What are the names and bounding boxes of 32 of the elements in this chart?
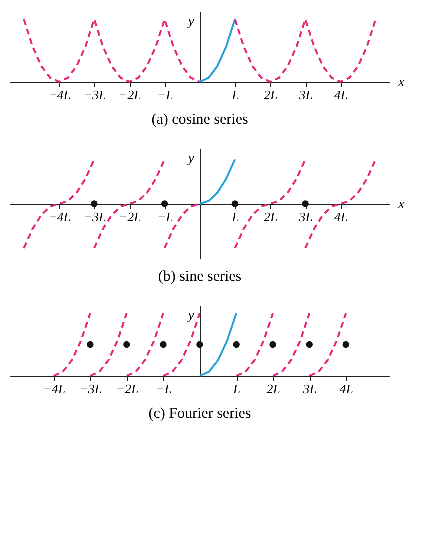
x-tick-label: −4L [48,210,72,224]
y-axis-title: y [186,152,196,166]
x-axis-title: x [398,198,406,212]
text: (b) sine series [158,269,242,285]
x-tick-label: −2L [118,210,142,224]
x-tick-label: −3L [84,210,106,224]
text: (a) cosine series [152,112,248,128]
x-tick-label: 2L [264,88,278,102]
x-tick-label: 4L [334,210,348,224]
x-tick-label: −3L [84,88,106,102]
y-axis-title: y [186,308,196,324]
text: (c) Fourier series [148,406,252,422]
x-tick-label: −3L [80,382,102,396]
x-tick-label: −4L [48,88,72,102]
x-tick-label: L [231,88,240,102]
x-tick-label: 2L [264,210,278,224]
x-axis-title: x [398,76,406,90]
x-tick-label: −L [156,382,172,396]
x-tick-label: 3L [298,210,313,224]
x-tick-label: 4L [340,382,354,396]
x-tick-label: L [231,210,240,224]
y-axis-title: y [186,14,196,30]
x-tick-label: −L [157,88,174,102]
x-tick-label: 2L [266,382,280,396]
x-tick-label: 4L [334,88,348,102]
x-tick-label: L [232,382,241,396]
x-tick-label: −4L [43,382,66,396]
x-tick-label: −2L [116,382,139,396]
x-tick-label: −2L [118,88,142,102]
x-tick-label: 3L [302,382,317,396]
x-tick-label: −L [157,210,174,224]
x-tick-label: 3L [298,88,313,102]
